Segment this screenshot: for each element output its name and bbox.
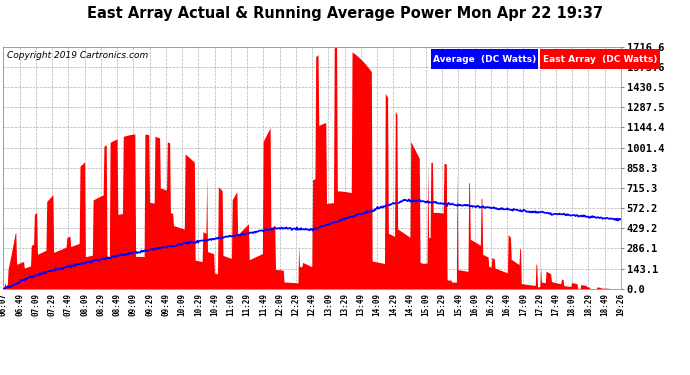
Text: Copyright 2019 Cartronics.com: Copyright 2019 Cartronics.com	[7, 51, 148, 60]
Text: 18:49: 18:49	[600, 292, 609, 316]
Text: 18:29: 18:29	[584, 292, 593, 316]
Text: 07:49: 07:49	[64, 292, 73, 316]
Text: 14:29: 14:29	[389, 292, 398, 316]
Text: East Array  (DC Watts): East Array (DC Watts)	[543, 55, 657, 63]
Text: 16:49: 16:49	[503, 292, 512, 316]
Text: 07:09: 07:09	[32, 292, 41, 316]
Text: 12:09: 12:09	[275, 292, 284, 316]
Text: 15:09: 15:09	[422, 292, 431, 316]
Text: 11:49: 11:49	[259, 292, 268, 316]
Text: 13:49: 13:49	[357, 292, 366, 316]
Text: Average  (DC Watts): Average (DC Watts)	[433, 55, 536, 63]
Text: 09:09: 09:09	[129, 292, 138, 316]
Text: 11:09: 11:09	[226, 292, 235, 316]
Text: 06:07: 06:07	[0, 292, 8, 316]
Text: East Array Actual & Running Average Power Mon Apr 22 19:37: East Array Actual & Running Average Powe…	[87, 6, 603, 21]
Text: 15:49: 15:49	[454, 292, 463, 316]
Text: 14:49: 14:49	[405, 292, 414, 316]
Text: 06:49: 06:49	[15, 292, 24, 316]
Text: 09:49: 09:49	[161, 292, 170, 316]
Text: 14:09: 14:09	[373, 292, 382, 316]
Text: 08:09: 08:09	[80, 292, 89, 316]
Text: 13:09: 13:09	[324, 292, 333, 316]
Text: 08:49: 08:49	[112, 292, 121, 316]
Text: 17:49: 17:49	[551, 292, 560, 316]
Text: 16:09: 16:09	[471, 292, 480, 316]
Text: 12:49: 12:49	[308, 292, 317, 316]
Text: 10:09: 10:09	[178, 292, 187, 316]
Text: 07:29: 07:29	[48, 292, 57, 316]
Text: 17:29: 17:29	[535, 292, 544, 316]
Text: 13:29: 13:29	[340, 292, 349, 316]
Text: 09:29: 09:29	[145, 292, 154, 316]
Text: 18:09: 18:09	[568, 292, 577, 316]
Text: 19:26: 19:26	[616, 292, 626, 316]
Text: 08:29: 08:29	[97, 292, 106, 316]
Text: 10:49: 10:49	[210, 292, 219, 316]
Text: 16:29: 16:29	[486, 292, 495, 316]
Text: 12:29: 12:29	[291, 292, 300, 316]
Text: 15:29: 15:29	[437, 292, 446, 316]
Text: 11:29: 11:29	[243, 292, 252, 316]
Text: 10:29: 10:29	[194, 292, 203, 316]
Text: 17:09: 17:09	[519, 292, 528, 316]
